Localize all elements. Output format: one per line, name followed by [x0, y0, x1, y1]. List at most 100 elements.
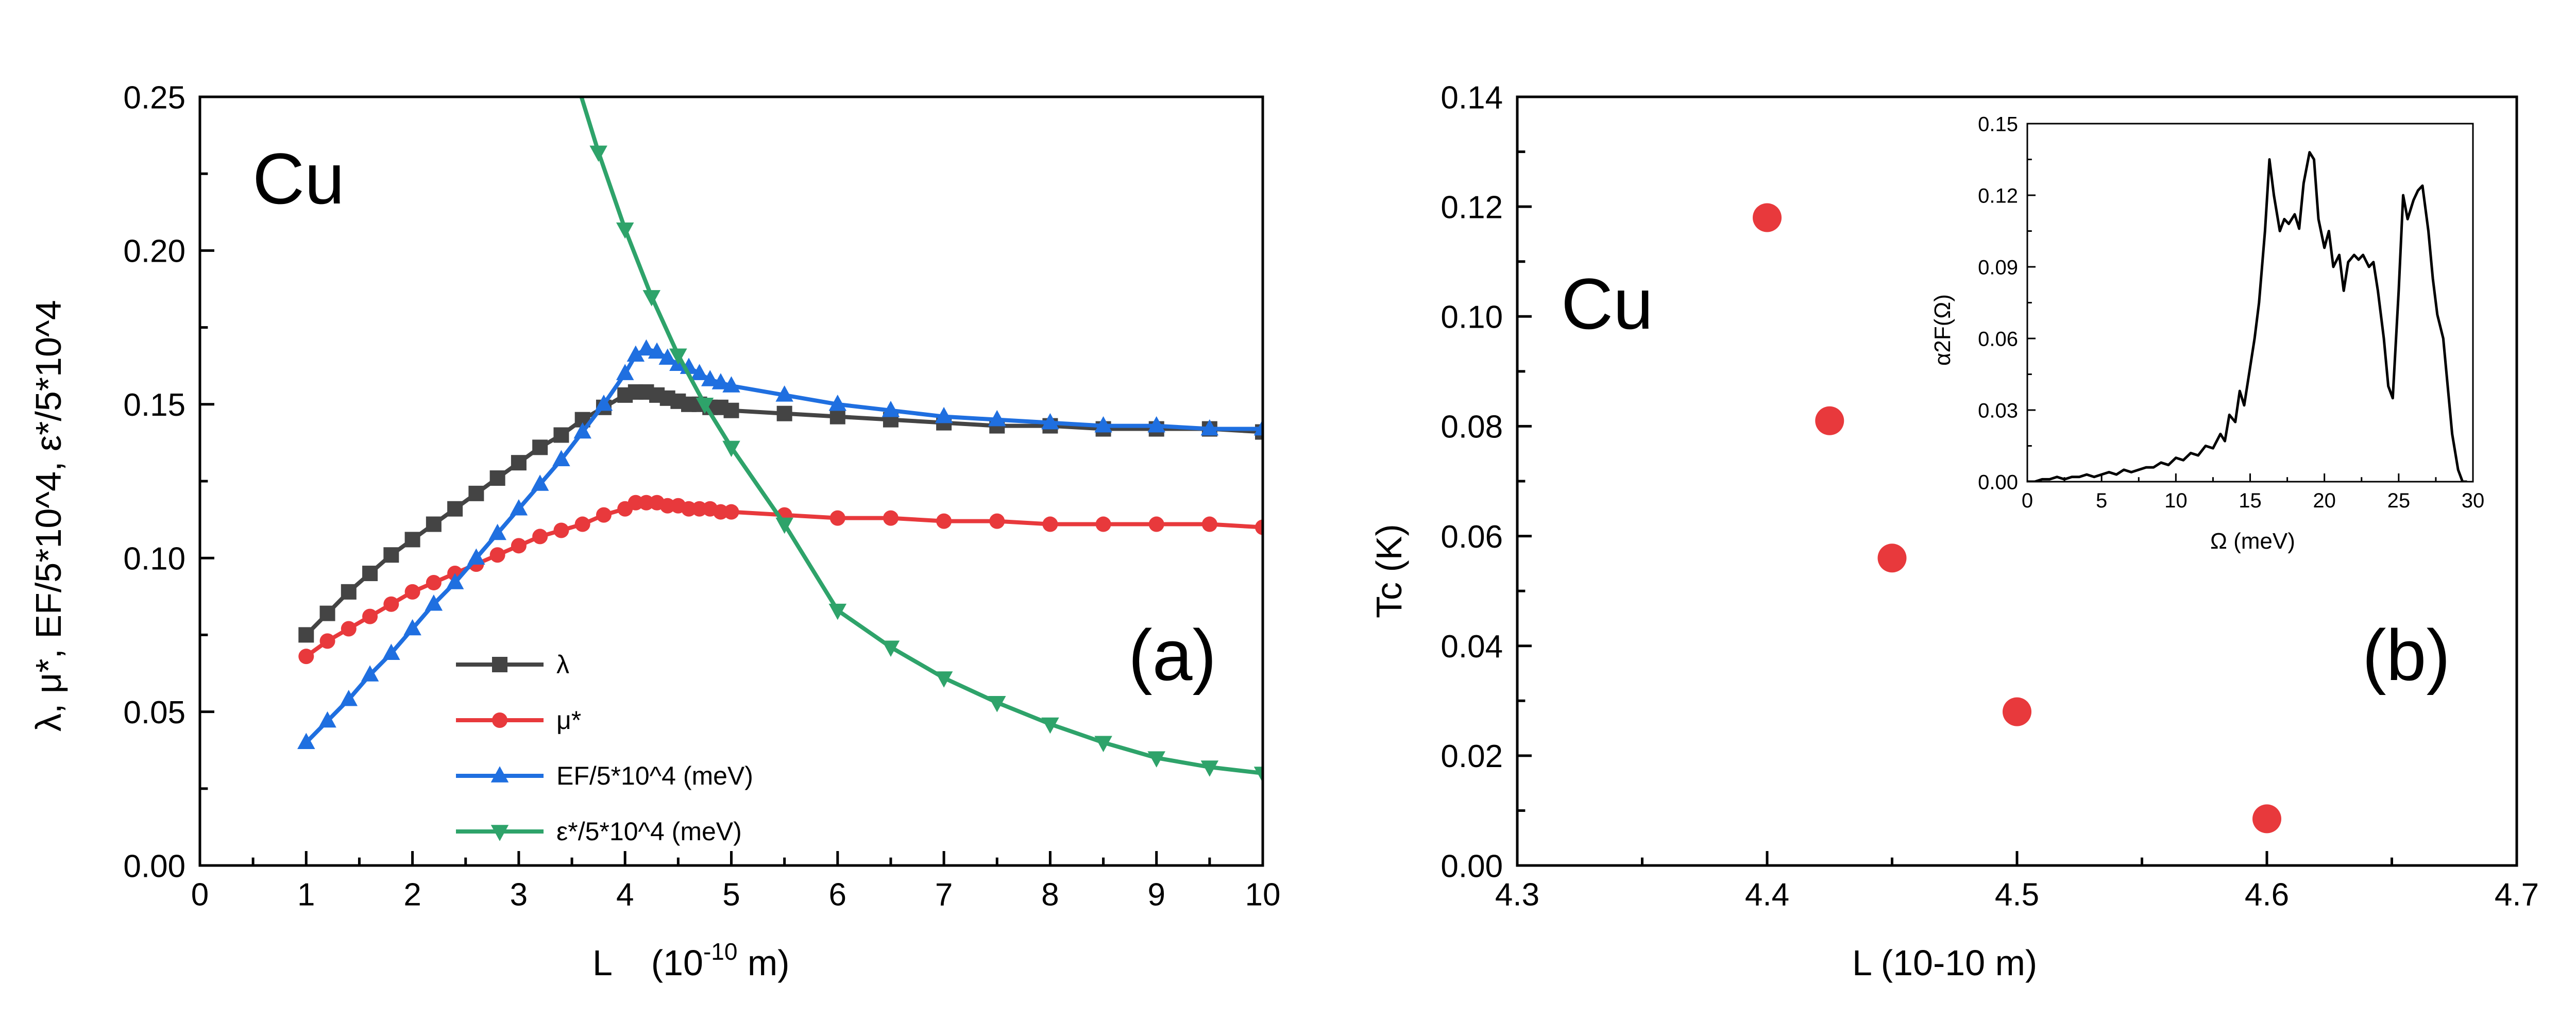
x-tick-label: 8 [1041, 877, 1059, 913]
inset-frame [2026, 123, 2474, 483]
data-point [1094, 416, 1112, 433]
panel-a: 0 1 2 3 4 5 6 7 8 9 100.000.050.100.150.200.25 Cu … [28, 80, 1280, 983]
data-point [574, 516, 590, 532]
panel-a-ticks: 0 1 2 3 4 5 6 7 8 9 10 0.00 0.05 0.10 0.15 0.20 0.25 [123, 80, 1280, 912]
y-tick-label: 0.20 [123, 234, 185, 269]
legend-label: λ [556, 650, 569, 679]
data-point [532, 529, 548, 545]
data-point [829, 409, 845, 424]
legend-swatch-marker [492, 712, 507, 728]
panel-b-panel-label: (b) [2362, 615, 2450, 695]
data-point [642, 290, 661, 307]
data-point [828, 395, 847, 411]
x-tick-label: 4.6 [2245, 877, 2289, 913]
data-point [988, 410, 1006, 427]
panel-a-panel-label: (a) [1128, 615, 1216, 695]
data-point [1253, 767, 1263, 783]
data-point [403, 619, 421, 636]
y-tick-label: 0.05 [123, 695, 185, 731]
data-point [883, 510, 899, 526]
data-point [1877, 544, 1907, 573]
series-0 [298, 384, 1263, 643]
x-tick-label: 6 [829, 877, 846, 913]
data-point [447, 501, 463, 517]
data-point [531, 474, 549, 491]
data-point [362, 608, 378, 624]
y-tick-label: 0.15 [123, 387, 185, 423]
data-point [1815, 406, 1844, 435]
legend-swatch-marker [490, 825, 509, 841]
panel-a-xlabel-unit-pre: (10 [651, 943, 703, 983]
data-point [659, 498, 675, 514]
data-point [616, 222, 634, 239]
data-point [775, 517, 793, 534]
panel-a-element-label: Cu [252, 138, 345, 219]
panel-b-ylabel: Tc (K) [1369, 524, 1409, 618]
data-point [711, 373, 730, 389]
x-tick-label: 4.7 [2495, 877, 2539, 913]
y-tick-label: 0.00 [123, 848, 185, 884]
data-point [341, 621, 357, 637]
data-point [595, 395, 613, 411]
data-point [722, 440, 740, 457]
data-point [362, 566, 378, 582]
panel-a-series [297, 97, 1263, 783]
y-tick-label: 0.09 [1978, 256, 2018, 279]
data-point [690, 364, 708, 380]
data-point [532, 439, 548, 455]
legend-entry: EF/5*10^4 (meV) [456, 761, 753, 790]
data-point [1041, 717, 1059, 734]
y-tick-label: 0.12 [1978, 184, 2018, 207]
x-tick-label: 20 [2313, 489, 2336, 512]
data-point [882, 400, 900, 417]
data-point [383, 547, 399, 563]
y-tick-label: 0.02 [1440, 739, 1503, 774]
data-point [511, 455, 527, 471]
data-point [298, 627, 314, 643]
data-point [723, 504, 739, 520]
data-point [722, 376, 740, 393]
data-point [681, 501, 697, 517]
legend-entry: μ* [456, 706, 581, 735]
panel-a-frame [198, 95, 1264, 867]
data-point [935, 671, 953, 688]
data-point [319, 633, 335, 649]
y-tick-label: 0.00 [1440, 848, 1503, 884]
data-point [1753, 203, 1782, 232]
series-2 [297, 339, 1263, 750]
data-point [488, 523, 506, 540]
data-point [775, 385, 793, 402]
x-tick-label: 4.3 [1495, 877, 1539, 913]
x-tick-label: 4 [616, 877, 634, 913]
legend-label: ε*/5*10^4 (meV) [556, 817, 742, 846]
data-point [628, 495, 643, 511]
data-point [489, 470, 505, 486]
data-point [935, 406, 953, 423]
data-point [467, 548, 485, 565]
legend-swatch-marker [490, 766, 509, 783]
x-tick-label: 1 [297, 877, 315, 913]
y-tick-label: 0.10 [1440, 300, 1503, 335]
data-point [426, 574, 442, 590]
y-tick-label: 0.04 [1440, 629, 1503, 665]
x-tick-label: 4.4 [1745, 877, 1789, 913]
x-tick-label: 5 [722, 877, 740, 913]
y-tick-label: 0.15 [1978, 113, 2018, 135]
panel-b-ticks: 4.3 4.4 4.5 4.6 4.7 0.00 0.02 0.04 0.06 0.08 0.10 0… [1440, 80, 2539, 912]
data-point [298, 649, 314, 665]
data-point [341, 584, 357, 600]
data-point [648, 342, 666, 359]
data-point [596, 507, 612, 523]
data-point [1147, 751, 1165, 768]
data-point [404, 584, 420, 600]
data-point [1094, 736, 1112, 753]
x-tick-label: 0 [191, 877, 209, 913]
y-tick-label: 0.08 [1440, 410, 1503, 445]
y-tick-label: 0.06 [1978, 328, 2018, 350]
data-point [882, 640, 900, 657]
x-tick-label: 9 [1147, 877, 1165, 913]
data-point [989, 513, 1005, 529]
x-tick-label: 30 [2462, 489, 2485, 512]
data-point [828, 603, 847, 620]
data-point [701, 370, 719, 386]
